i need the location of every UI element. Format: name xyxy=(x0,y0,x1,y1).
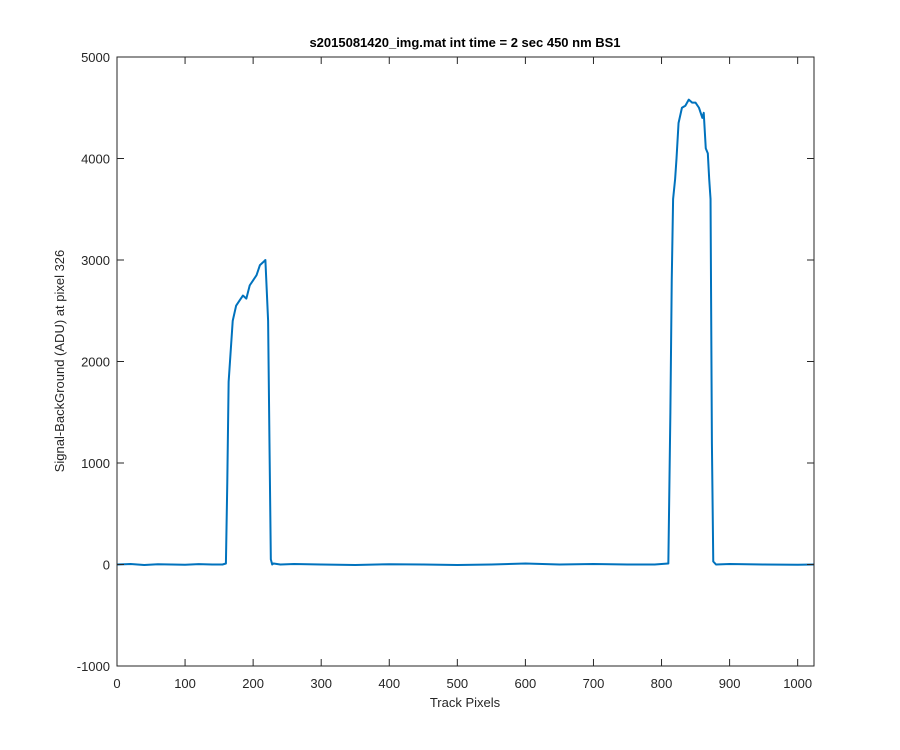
y-tick-label: -1000 xyxy=(77,659,110,674)
y-tick-label: 1000 xyxy=(81,456,110,471)
x-tick-label: 700 xyxy=(583,676,605,691)
series-line xyxy=(116,98,815,567)
x-axis-label: Track Pixels xyxy=(430,695,501,710)
x-tick-label: 400 xyxy=(378,676,400,691)
series-layer xyxy=(116,98,815,567)
x-tick-label: 100 xyxy=(174,676,196,691)
y-tick-label: 0 xyxy=(103,558,110,573)
y-tick-label: 4000 xyxy=(81,152,110,167)
x-tick-label: 200 xyxy=(242,676,264,691)
x-tick-label: 500 xyxy=(446,676,468,691)
x-tick-label: 0 xyxy=(113,676,120,691)
ticks-layer: 0 100 200 300 400 500 600 700 800 900 1000-1000010… xyxy=(77,50,814,691)
y-tick-label: 3000 xyxy=(81,253,110,268)
x-tick-label: 300 xyxy=(310,676,332,691)
x-tick-label: 800 xyxy=(651,676,673,691)
plot-area xyxy=(117,57,814,666)
y-axis-label: Signal-BackGround (ADU) at pixel 326 xyxy=(52,250,67,473)
y-tick-label: 2000 xyxy=(81,355,110,370)
axes-box xyxy=(116,56,815,667)
x-tick-label: 900 xyxy=(719,676,741,691)
y-tick-label: 5000 xyxy=(81,50,110,65)
chart-title: s2015081420_img.mat int time = 2 sec 450… xyxy=(309,35,620,50)
x-tick-label: 600 xyxy=(515,676,537,691)
x-tick-label: 1000 xyxy=(783,676,812,691)
